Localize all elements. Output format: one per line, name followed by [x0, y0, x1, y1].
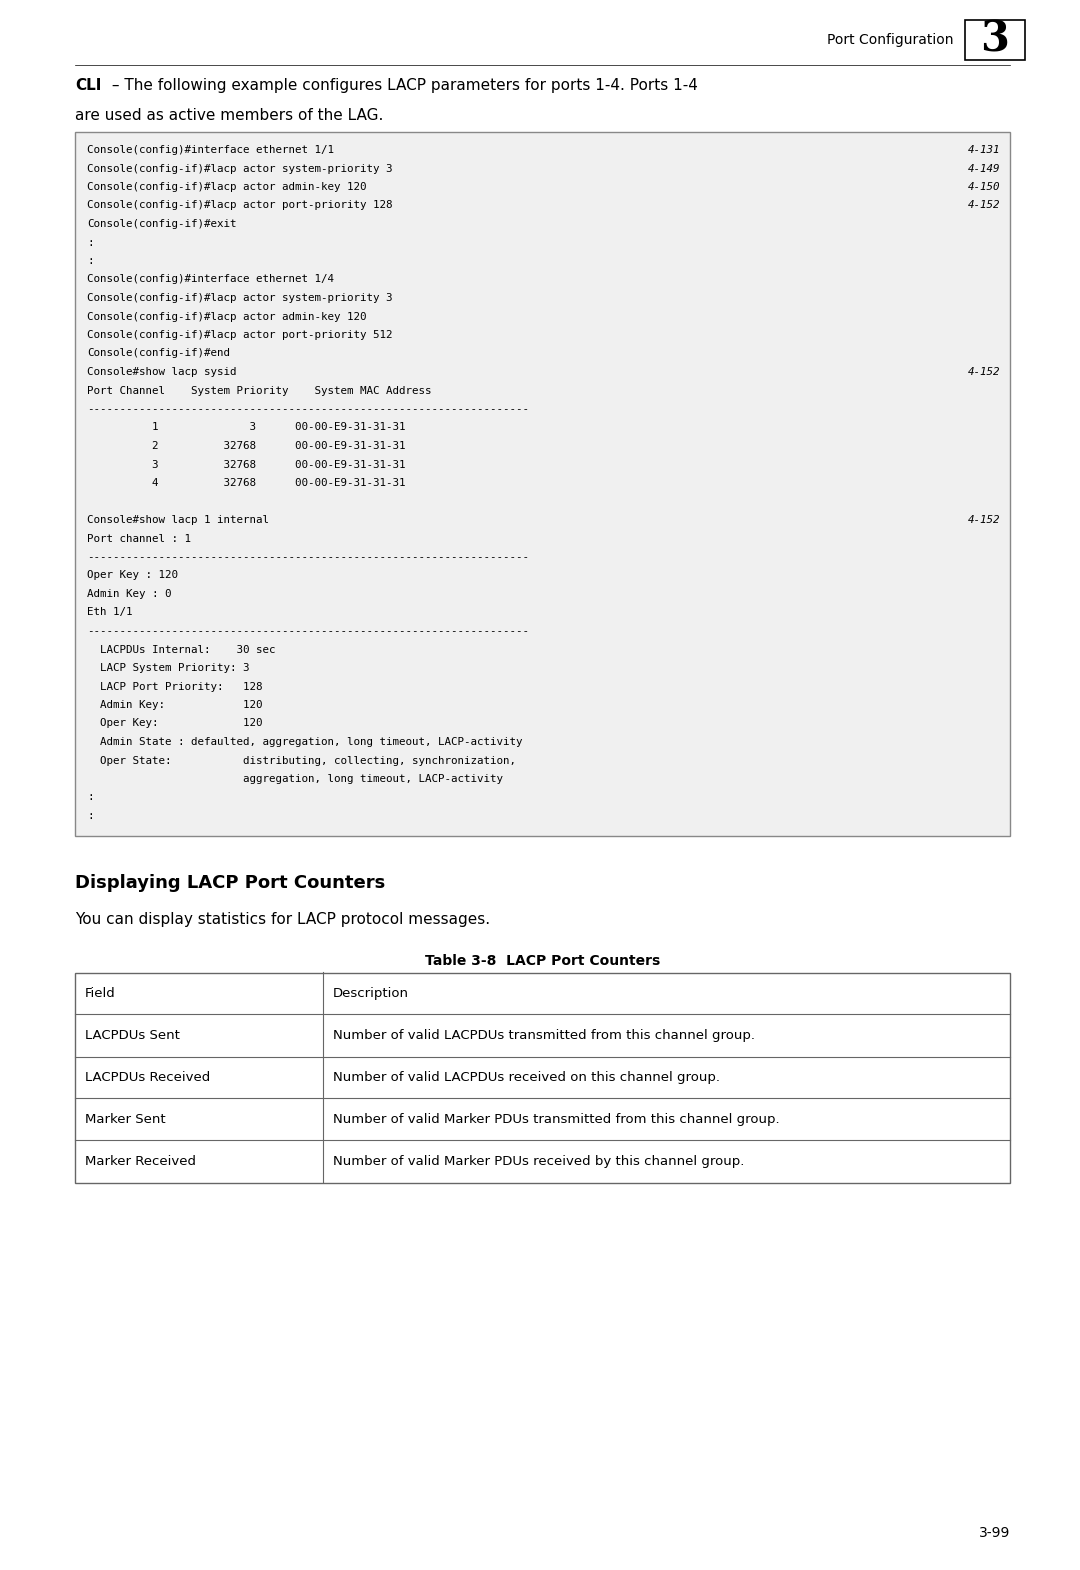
Text: Admin Key : 0: Admin Key : 0: [87, 589, 172, 600]
Text: You can display statistics for LACP protocol messages.: You can display statistics for LACP prot…: [75, 912, 490, 928]
Text: 4-152: 4-152: [968, 201, 1000, 210]
Text: 4-152: 4-152: [968, 367, 1000, 377]
Text: LACPDUs Sent: LACPDUs Sent: [85, 1028, 180, 1042]
Text: Console(config-if)#lacp actor port-priority 512: Console(config-if)#lacp actor port-prior…: [87, 330, 392, 341]
Text: Number of valid LACPDUs transmitted from this channel group.: Number of valid LACPDUs transmitted from…: [333, 1028, 755, 1042]
Text: 4-131: 4-131: [968, 144, 1000, 155]
Text: Console#show lacp 1 internal: Console#show lacp 1 internal: [87, 515, 269, 524]
Text: :: :: [87, 237, 94, 248]
Text: 4-149: 4-149: [968, 163, 1000, 174]
Text: 3: 3: [981, 19, 1010, 61]
Text: Console(config-if)#lacp actor admin-key 120: Console(config-if)#lacp actor admin-key …: [87, 182, 366, 192]
Text: Port Channel    System Priority    System MAC Address: Port Channel System Priority System MAC …: [87, 386, 432, 396]
Text: 4-152: 4-152: [968, 515, 1000, 524]
Text: Number of valid Marker PDUs received by this channel group.: Number of valid Marker PDUs received by …: [333, 1156, 744, 1168]
Text: :: :: [87, 256, 94, 265]
Text: Console(config-if)#lacp actor port-priority 128: Console(config-if)#lacp actor port-prior…: [87, 201, 392, 210]
Text: 3-99: 3-99: [978, 1526, 1010, 1540]
Text: Console(config)#interface ethernet 1/4: Console(config)#interface ethernet 1/4: [87, 275, 334, 284]
Text: Console(config-if)#lacp actor system-priority 3: Console(config-if)#lacp actor system-pri…: [87, 294, 392, 303]
Text: Number of valid LACPDUs received on this channel group.: Number of valid LACPDUs received on this…: [333, 1071, 719, 1083]
Text: 3          32768      00-00-E9-31-31-31: 3 32768 00-00-E9-31-31-31: [87, 460, 405, 469]
Text: LACPDUs Internal:    30 sec: LACPDUs Internal: 30 sec: [87, 645, 275, 655]
Text: --------------------------------------------------------------------: ----------------------------------------…: [87, 553, 529, 562]
Text: Table 3-8  LACP Port Counters: Table 3-8 LACP Port Counters: [424, 955, 660, 969]
Text: 4-150: 4-150: [968, 182, 1000, 192]
Text: Field: Field: [85, 988, 116, 1000]
Text: Console(config-if)#lacp actor system-priority 3: Console(config-if)#lacp actor system-pri…: [87, 163, 392, 174]
Text: LACP System Priority: 3: LACP System Priority: 3: [87, 663, 249, 674]
Text: Console(config-if)#end: Console(config-if)#end: [87, 349, 230, 358]
Bar: [75, 972, 1010, 1182]
Text: – The following example configures LACP parameters for ports 1-4. Ports 1-4: – The following example configures LACP …: [107, 78, 698, 93]
Text: Admin State : defaulted, aggregation, long timeout, LACP-activity: Admin State : defaulted, aggregation, lo…: [87, 736, 523, 747]
Text: Oper Key : 120: Oper Key : 120: [87, 570, 178, 581]
Text: aggregation, long timeout, LACP-activity: aggregation, long timeout, LACP-activity: [87, 774, 503, 783]
Text: Oper Key:             120: Oper Key: 120: [87, 719, 262, 728]
Text: 1              3      00-00-E9-31-31-31: 1 3 00-00-E9-31-31-31: [87, 422, 405, 432]
Text: Number of valid Marker PDUs transmitted from this channel group.: Number of valid Marker PDUs transmitted …: [333, 1113, 780, 1126]
Text: :: :: [87, 812, 94, 821]
Text: Oper State:           distributing, collecting, synchronization,: Oper State: distributing, collecting, sy…: [87, 755, 516, 766]
Text: CLI: CLI: [75, 78, 102, 93]
Text: --------------------------------------------------------------------: ----------------------------------------…: [87, 403, 529, 414]
Text: Marker Received: Marker Received: [85, 1156, 195, 1168]
Text: Admin Key:            120: Admin Key: 120: [87, 700, 262, 710]
Text: LACP Port Priority:   128: LACP Port Priority: 128: [87, 681, 262, 691]
Text: :: :: [87, 793, 94, 802]
Text: --------------------------------------------------------------------: ----------------------------------------…: [87, 626, 529, 636]
Text: LACPDUs Received: LACPDUs Received: [85, 1071, 211, 1083]
Text: Description: Description: [333, 988, 408, 1000]
Text: Port channel : 1: Port channel : 1: [87, 534, 191, 543]
Text: Console#show lacp sysid: Console#show lacp sysid: [87, 367, 237, 377]
Text: 2          32768      00-00-E9-31-31-31: 2 32768 00-00-E9-31-31-31: [87, 441, 405, 451]
Text: Console(config-if)#exit: Console(config-if)#exit: [87, 218, 237, 229]
Text: Displaying LACP Port Counters: Displaying LACP Port Counters: [75, 874, 386, 892]
Text: Port Configuration: Port Configuration: [826, 33, 953, 47]
Text: Console(config-if)#lacp actor admin-key 120: Console(config-if)#lacp actor admin-key …: [87, 311, 366, 322]
Bar: [75, 132, 1010, 837]
Bar: [966, 20, 1025, 60]
Text: are used as active members of the LAG.: are used as active members of the LAG.: [75, 108, 383, 122]
Text: Marker Sent: Marker Sent: [85, 1113, 165, 1126]
Text: Console(config)#interface ethernet 1/1: Console(config)#interface ethernet 1/1: [87, 144, 334, 155]
Text: Eth 1/1: Eth 1/1: [87, 608, 133, 617]
Text: 4          32768      00-00-E9-31-31-31: 4 32768 00-00-E9-31-31-31: [87, 477, 405, 488]
